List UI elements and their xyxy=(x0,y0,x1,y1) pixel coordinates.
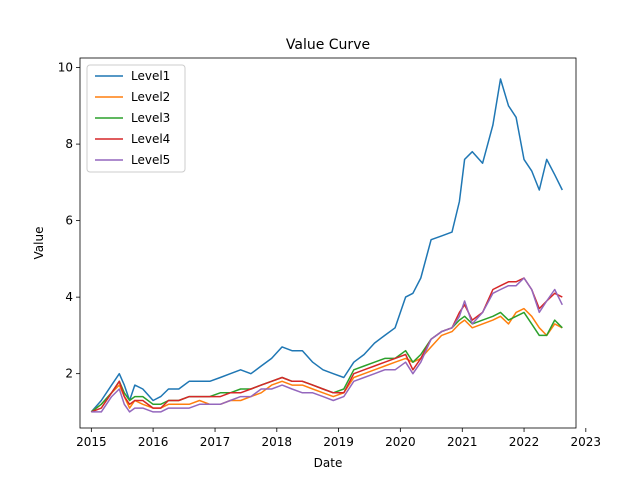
y-tick-label: 6 xyxy=(65,214,73,228)
legend-box xyxy=(86,64,186,173)
x-tick-label: 2016 xyxy=(138,435,169,449)
x-tick-label: 2021 xyxy=(447,435,478,449)
legend-label: Level3 xyxy=(131,111,170,125)
x-tick-label: 2020 xyxy=(385,435,416,449)
y-tick-label: 8 xyxy=(65,137,73,151)
legend-label: Level5 xyxy=(131,153,170,167)
y-axis: 2 4 6 8 10 xyxy=(58,61,80,381)
series-line-level1 xyxy=(90,78,563,413)
y-tick-label: 4 xyxy=(65,290,73,304)
x-tick-label: 2023 xyxy=(571,435,602,449)
legend: Level1 Level2 Level3 Level4 Level5 xyxy=(86,64,186,173)
chart-title: Value Curve xyxy=(286,37,370,53)
legend-label: Level4 xyxy=(131,132,170,146)
plot-frame xyxy=(79,57,577,429)
x-tick-label: 2017 xyxy=(200,435,231,449)
x-tick-label: 2022 xyxy=(509,435,540,449)
x-axis-label: Date xyxy=(314,456,343,470)
x-tick-label: 2018 xyxy=(262,435,293,449)
x-tick-label: 2019 xyxy=(323,435,354,449)
series-layer xyxy=(90,78,563,413)
y-tick-label: 2 xyxy=(65,367,73,381)
legend-label: Level2 xyxy=(131,90,170,104)
y-axis-label: Value xyxy=(32,227,46,260)
legend-label: Level1 xyxy=(131,69,170,83)
y-tick-label: 10 xyxy=(58,61,73,75)
x-axis: 2015 2016 2017 2018 2019 2020 2021 2022 2023 xyxy=(76,428,601,449)
x-tick-label: 2015 xyxy=(76,435,107,449)
series-line-level5 xyxy=(91,277,563,413)
series-line-level4 xyxy=(91,277,563,413)
